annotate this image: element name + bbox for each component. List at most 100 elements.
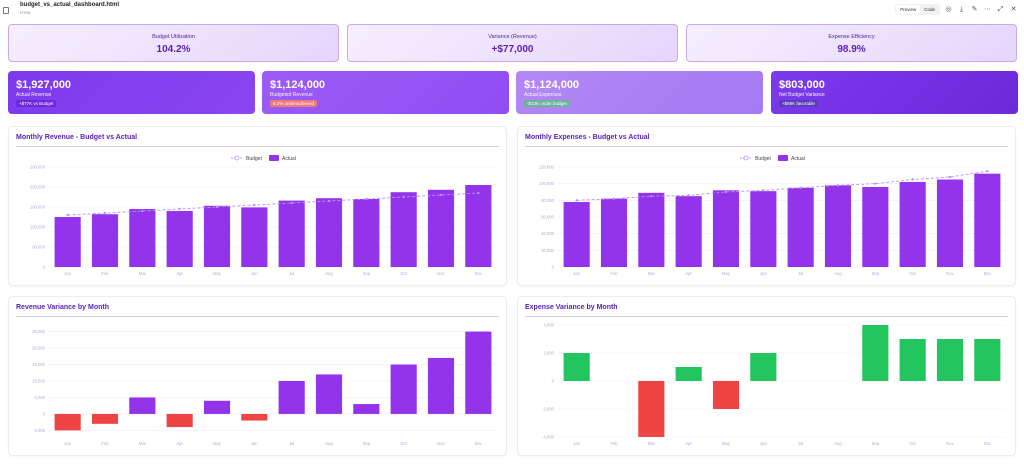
x-tick-label: Feb xyxy=(610,441,618,446)
download-icon[interactable]: ⤓ xyxy=(959,4,964,13)
bar-actual xyxy=(129,209,156,267)
preview-tab[interactable]: Preview xyxy=(896,4,921,14)
code-tab[interactable]: Code xyxy=(924,6,935,12)
x-tick-label: May xyxy=(722,441,731,446)
metric-budget-utilization: Budget Utilization 104.2% xyxy=(8,24,339,62)
bar-actual xyxy=(427,189,455,267)
x-tick-label: Sep xyxy=(872,441,880,446)
bar-actual xyxy=(712,190,740,267)
more-icon[interactable]: ⋯ xyxy=(984,4,991,13)
bar-actual xyxy=(166,211,193,267)
card-subtitle: Actual Expenses xyxy=(524,92,562,98)
y-tick-label: 15,000 xyxy=(32,362,45,367)
bar-actual xyxy=(675,196,702,267)
bar-positive xyxy=(315,374,343,414)
bar-negative xyxy=(54,413,81,431)
x-tick-label: Feb xyxy=(101,441,109,446)
bar-actual xyxy=(278,200,305,267)
y-tick-label: 50,000 xyxy=(32,245,45,250)
x-tick-label: Nov xyxy=(437,271,445,276)
budget-point xyxy=(612,197,616,200)
card-budgeted-revenue: $1,124,000 Budgeted Revenue 6.2% underac… xyxy=(262,71,509,114)
bar-negative xyxy=(241,413,268,421)
bar-negative xyxy=(638,381,665,437)
file-name: budget_vs_actual_dashboard.html xyxy=(20,2,120,8)
budget-point xyxy=(986,169,989,173)
x-tick-label: Feb xyxy=(101,271,109,276)
budget-point xyxy=(799,186,802,190)
y-tick-label: 0 xyxy=(43,265,46,270)
budget-point xyxy=(290,201,293,205)
x-tick-label: May xyxy=(722,271,731,276)
y-tick-label: 0 xyxy=(552,265,555,270)
budget-point xyxy=(762,189,765,192)
metric-expense-efficiency: Expense Efficiency 98.9% xyxy=(686,24,1017,62)
bar-actual xyxy=(750,191,777,267)
budget-point xyxy=(402,195,405,199)
y-tick-label: 0 xyxy=(43,411,46,416)
bar-actual xyxy=(390,192,417,267)
budget-point xyxy=(178,207,181,211)
x-tick-label: Mar xyxy=(648,271,656,276)
bar-actual xyxy=(824,185,852,267)
x-tick-label: Apr xyxy=(685,441,692,446)
legend-budget-marker xyxy=(234,155,240,161)
card-net-budget-variance: $803,000 Net Budget Variance +$89K favor… xyxy=(771,71,1018,114)
x-tick-label: Nov xyxy=(946,271,954,276)
panel-monthly-revenue: Monthly Revenue - Budget vs Actual Budge… xyxy=(8,126,507,286)
globe-icon[interactable]: ◎ xyxy=(945,4,952,13)
bar-actual xyxy=(54,217,81,267)
edit-icon[interactable]: ✎ xyxy=(971,4,978,13)
y-tick-label: 80,000 xyxy=(541,198,554,203)
bar-positive xyxy=(563,353,590,381)
y-tick-label: 10,000 xyxy=(32,379,45,384)
budget-point xyxy=(948,175,952,179)
x-tick-label: Dec xyxy=(475,441,482,446)
x-tick-label: Jul xyxy=(798,271,803,276)
panel-revenue-variance: Revenue Variance by Month -5,000 0 5,000 10… xyxy=(8,296,507,456)
y-tick-label: -2,000 xyxy=(542,407,555,412)
y-tick-label: 100,000 xyxy=(30,225,46,230)
card-actual-expenses: $1,124,000 Actual Expenses -$13K under b… xyxy=(516,71,763,114)
card-badge: +$77K vs Budget xyxy=(16,100,57,107)
bar-actual xyxy=(600,198,628,267)
budget-point xyxy=(650,194,653,198)
x-tick-label: Oct xyxy=(400,441,407,446)
card-badge: +$89K favorable xyxy=(779,100,818,107)
expand-icon[interactable]: ⤢ xyxy=(997,4,1004,13)
x-tick-label: Jan xyxy=(64,441,71,446)
panel-monthly-expenses: Monthly Expenses - Budget vs Actual Budg… xyxy=(517,126,1016,286)
bar-positive xyxy=(427,357,455,414)
x-tick-label: Nov xyxy=(437,441,445,446)
x-tick-label: Oct xyxy=(909,271,916,276)
y-tick-label: 25,000 xyxy=(32,329,45,334)
bar-actual xyxy=(563,202,590,267)
chart-title: Revenue Variance by Month xyxy=(16,304,109,311)
y-tick-label: 4,000 xyxy=(544,323,555,328)
x-tick-label: Jun xyxy=(760,271,767,276)
x-tick-label: Jan xyxy=(64,271,71,276)
card-subtitle: Budgeted Revenue xyxy=(270,92,313,98)
metric-label: Variance (Revenue) xyxy=(488,34,537,40)
metric-label: Budget Utilization xyxy=(152,34,195,40)
legend-budget-label: Budget xyxy=(246,156,262,162)
bar-actual xyxy=(353,199,380,267)
x-tick-label: Dec xyxy=(984,441,991,446)
metric-value: 104.2% xyxy=(156,44,191,55)
close-icon[interactable]: ✕ xyxy=(1010,4,1017,13)
budget-point xyxy=(477,191,480,195)
bar-positive xyxy=(203,400,231,414)
metric-revenue-variance: Variance (Revenue) +$77,000 xyxy=(347,24,678,62)
bar-actual xyxy=(936,179,964,267)
y-tick-label: 0 xyxy=(552,379,555,384)
x-tick-label: Aug xyxy=(325,271,333,276)
chart-title: Monthly Revenue - Budget vs Actual xyxy=(16,134,138,141)
toolbar: Preview Code ◎ ⤓ ✎ ⋯ ⤢ ✕ xyxy=(895,3,1018,15)
legend-actual-swatch xyxy=(269,155,279,161)
bar-actual xyxy=(315,198,343,267)
bar-actual xyxy=(862,187,889,267)
x-tick-label: Mar xyxy=(648,441,656,446)
budget-line xyxy=(67,192,479,216)
legend-budget-label: Budget xyxy=(755,156,771,162)
x-tick-label: Jul xyxy=(289,441,294,446)
